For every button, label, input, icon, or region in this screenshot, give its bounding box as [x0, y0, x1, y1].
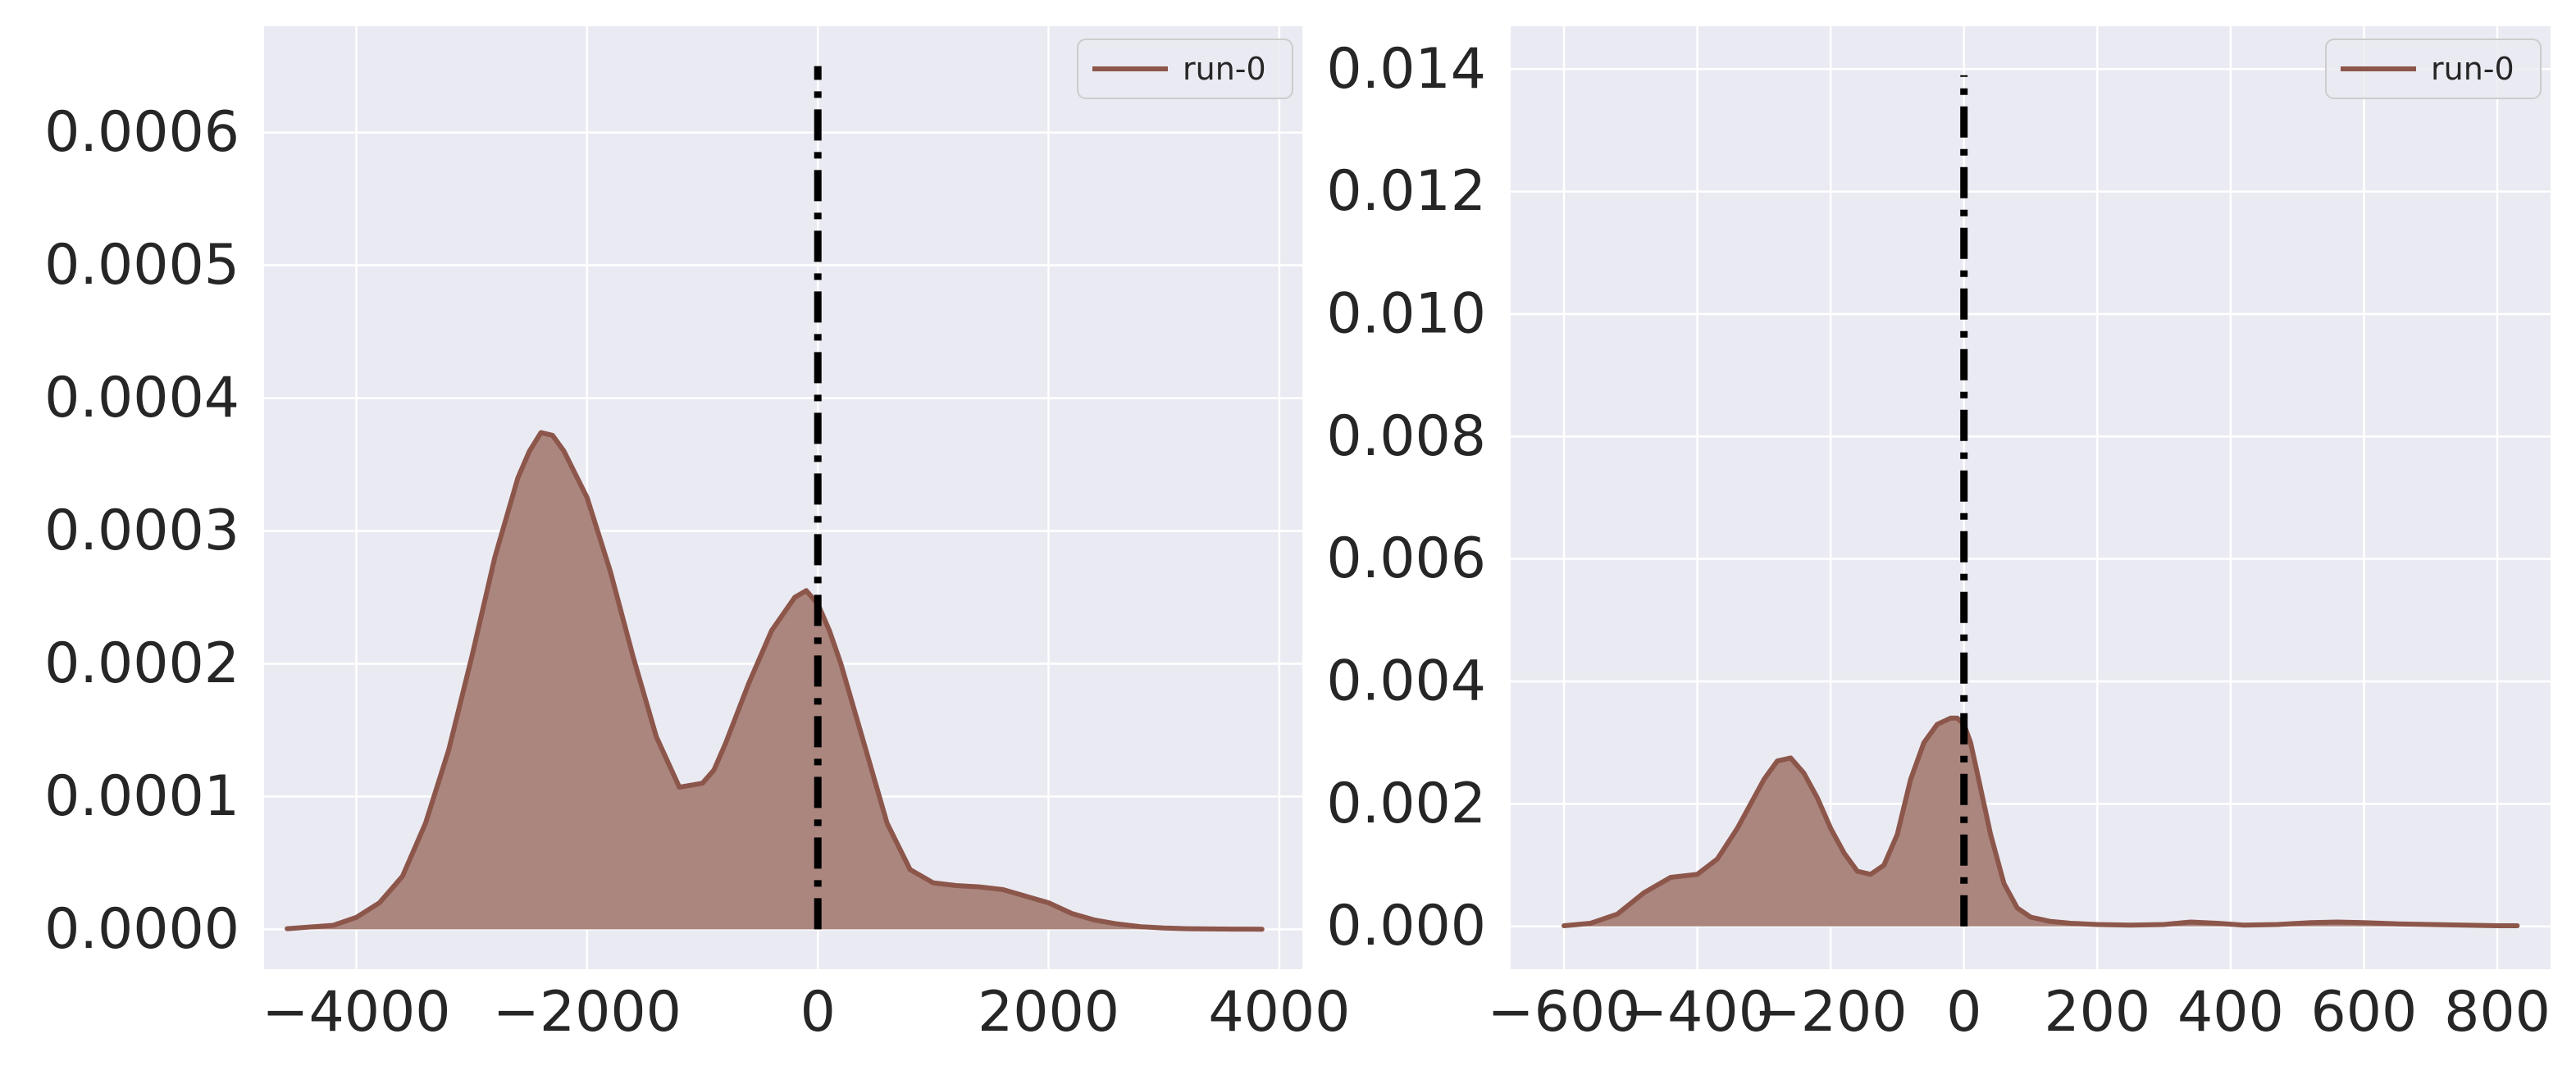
x-tick-label: 400 — [2177, 980, 2284, 1045]
y-tick-label: 0.006 — [1326, 526, 1486, 591]
y-tick-label: 0.0005 — [44, 233, 239, 298]
x-tick-label: 800 — [2444, 980, 2551, 1045]
x-tick-label: 4000 — [1208, 980, 1350, 1045]
legend-label: run-0 — [2431, 51, 2514, 87]
y-tick-label: 0.010 — [1326, 281, 1486, 346]
series-area-run-0 — [1564, 717, 2518, 927]
x-tick-label: −400 — [1621, 980, 1774, 1045]
x-tick-label: 0 — [1946, 980, 1981, 1045]
x-tick-label: −600 — [1488, 980, 1641, 1045]
y-tick-label: 0.008 — [1326, 404, 1486, 469]
x-tick-label: 600 — [2311, 980, 2418, 1045]
legend-label: run-0 — [1183, 51, 1266, 87]
y-tick-label: 0.012 — [1326, 159, 1486, 224]
x-tick-label: −4000 — [262, 980, 451, 1045]
x-tick-label: −2000 — [493, 980, 682, 1045]
legend-box — [1077, 39, 1293, 99]
x-tick-label: 2000 — [978, 980, 1119, 1045]
series-area-run-0 — [287, 432, 1262, 930]
x-tick-label: −200 — [1754, 980, 1908, 1045]
y-tick-label: 0.0000 — [44, 897, 239, 962]
chart-panel-1: −4000 −2000 0 2000 4000 0.0000 0.0001 0.0002 0.0… — [44, 26, 1350, 1045]
plot-area — [1511, 26, 2551, 969]
y-tick-label: 0.004 — [1326, 649, 1486, 714]
legend: run-0 — [1077, 39, 1293, 99]
y-tick-label: 0.000 — [1326, 894, 1486, 959]
y-tick-label: 0.0006 — [44, 100, 239, 165]
y-tick-label: 0.0003 — [44, 499, 239, 563]
chart-panel-2: −600−400−200 0 200 400 600 800 0.000 0.002 0.004… — [1326, 26, 2551, 1045]
y-tick-label: 0.0002 — [44, 631, 239, 696]
y-tick-label: 0.002 — [1326, 772, 1486, 836]
y-tick-label: 0.014 — [1326, 37, 1486, 102]
x-tick-label: 200 — [2044, 980, 2150, 1045]
y-tick-label: 0.0004 — [44, 366, 239, 430]
legend: run-0 — [2325, 39, 2542, 99]
x-tick-label: 0 — [800, 980, 836, 1045]
legend-box — [2325, 39, 2542, 99]
y-tick-label: 0.0001 — [44, 764, 239, 829]
series-line-run-0 — [285, 430, 1265, 932]
